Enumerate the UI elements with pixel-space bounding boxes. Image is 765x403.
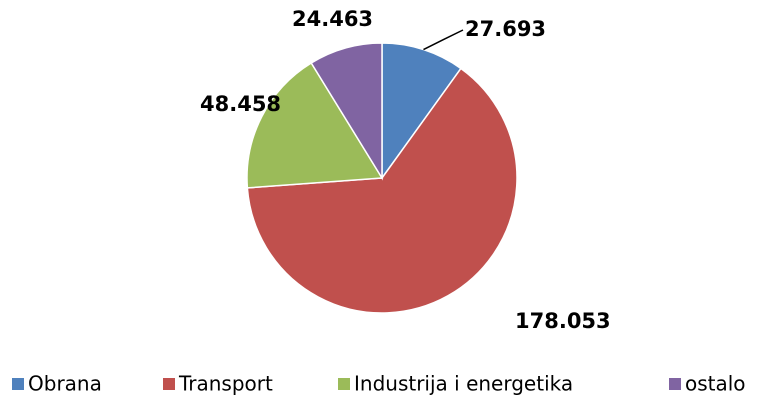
data-label: 27.693	[465, 17, 546, 41]
legend-swatch	[338, 378, 350, 390]
pie-slice	[310, 42, 383, 181]
pie-slice	[246, 67, 518, 314]
pie-slice	[381, 42, 462, 181]
data-label: 24.463	[292, 7, 373, 31]
pie-slice	[246, 61, 384, 189]
legend-swatch	[12, 378, 24, 390]
legend-label: Transport	[178, 372, 273, 396]
data-label: 48.458	[200, 92, 281, 116]
data-label: 178.053	[515, 309, 611, 333]
leader-line	[423, 29, 464, 51]
legend-label: Industrija i energetika	[354, 372, 573, 396]
legend-label: Obrana	[28, 372, 102, 396]
legend-label: ostalo	[685, 372, 746, 396]
legend-swatch	[163, 378, 175, 390]
legend-swatch	[669, 378, 681, 390]
